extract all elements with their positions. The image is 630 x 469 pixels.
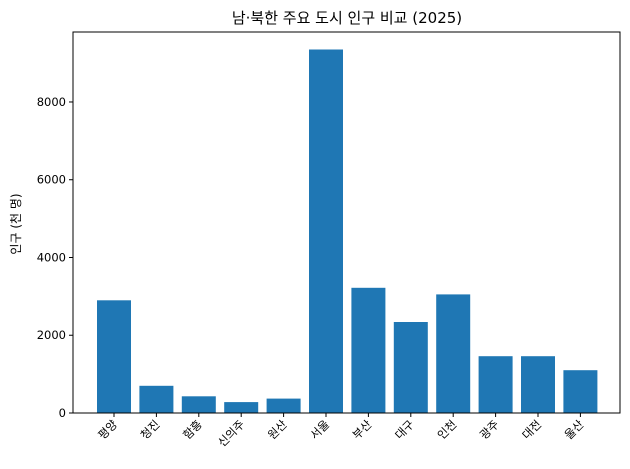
x-tick-label-7: 부산 — [350, 417, 375, 442]
bar-3 — [181, 396, 216, 413]
x-tick-label-2: 청진 — [138, 417, 163, 442]
x-tick-label-11: 대전 — [519, 417, 544, 442]
bar-2 — [139, 385, 174, 413]
bar-12 — [563, 370, 598, 413]
x-tick-label-10: 광주 — [477, 417, 502, 442]
y-tick-label-1: 0 — [59, 406, 66, 420]
bar-4 — [224, 402, 259, 413]
y-tick-label-2: 2000 — [37, 328, 66, 342]
x-tick-label-6: 서울 — [307, 417, 332, 442]
x-tick-label-5: 원산 — [265, 417, 290, 442]
y-axis-label: 인구 (천 명) — [8, 193, 23, 254]
y-axis: 0 2000 4000 6000 8000 — [37, 95, 73, 420]
bar-1 — [97, 300, 131, 413]
y-tick-label-3: 4000 — [37, 250, 66, 264]
x-tick-label-3: 함흥 — [180, 417, 205, 442]
y-tick-label-4: 6000 — [37, 173, 66, 187]
chart-title: 남·북한 주요 도시 인구 비교 (2025) — [232, 9, 462, 27]
x-axis: 평양 청진 함흥 신의주 원산 서울 부산 대구 인천 광주 대전 울산 — [95, 413, 587, 450]
x-tick-label-9: 인천 — [434, 417, 459, 442]
bar-5 — [266, 398, 301, 413]
x-tick-label-12: 울산 — [562, 417, 587, 442]
bar-11 — [521, 356, 555, 413]
bar-6 — [309, 49, 343, 413]
x-tick-label-4: 신의주 — [215, 417, 247, 449]
bar-9 — [436, 294, 471, 413]
x-tick-label-8: 대구 — [392, 417, 417, 442]
bar-10 — [478, 356, 513, 413]
y-tick-label-5: 8000 — [37, 95, 66, 109]
plot-frame — [72, 31, 621, 414]
bar-7 — [351, 287, 386, 413]
bars-group — [97, 49, 598, 413]
bar-8 — [393, 322, 428, 413]
x-tick-label-1: 평양 — [95, 417, 120, 442]
